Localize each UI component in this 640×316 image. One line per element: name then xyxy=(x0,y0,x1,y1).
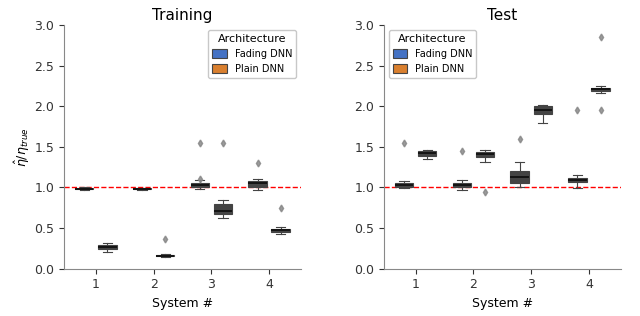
PathPatch shape xyxy=(568,178,587,182)
PathPatch shape xyxy=(395,183,413,187)
PathPatch shape xyxy=(591,88,610,91)
Title: Training: Training xyxy=(152,8,212,23)
PathPatch shape xyxy=(98,246,116,249)
PathPatch shape xyxy=(75,188,93,189)
X-axis label: System #: System # xyxy=(472,297,533,310)
PathPatch shape xyxy=(191,183,209,187)
PathPatch shape xyxy=(214,204,232,214)
PathPatch shape xyxy=(476,152,494,157)
Legend: Fading DNN, Plain DNN: Fading DNN, Plain DNN xyxy=(388,30,476,78)
Title: Test: Test xyxy=(487,8,518,23)
PathPatch shape xyxy=(248,181,267,187)
PathPatch shape xyxy=(452,183,471,187)
Legend: Fading DNN, Plain DNN: Fading DNN, Plain DNN xyxy=(209,30,296,78)
PathPatch shape xyxy=(132,188,151,189)
Y-axis label: $\hat{\eta}/\eta_{true}$: $\hat{\eta}/\eta_{true}$ xyxy=(12,127,31,167)
PathPatch shape xyxy=(418,151,436,156)
X-axis label: System #: System # xyxy=(152,297,213,310)
PathPatch shape xyxy=(534,106,552,114)
PathPatch shape xyxy=(156,255,174,256)
PathPatch shape xyxy=(271,229,290,232)
PathPatch shape xyxy=(511,171,529,183)
